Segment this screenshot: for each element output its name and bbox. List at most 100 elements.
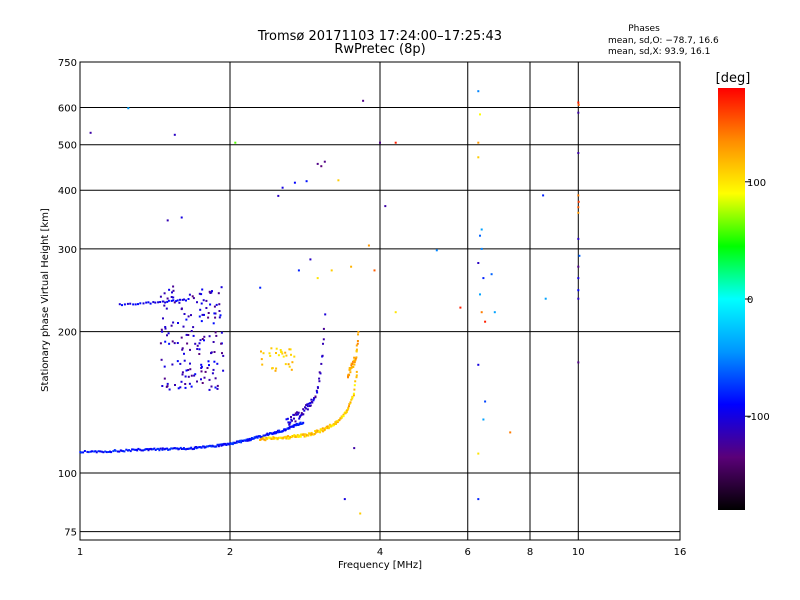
o-cloud-point	[183, 352, 185, 355]
o-cloud-point	[210, 291, 213, 294]
o-trace-point	[217, 445, 220, 448]
o-cloud-point	[168, 388, 171, 391]
o-cloud-point	[166, 334, 168, 337]
x-trace-point	[272, 438, 275, 440]
x-trace-point	[355, 370, 358, 373]
o-trace-point	[134, 448, 137, 451]
o-trace-point	[273, 432, 276, 435]
o-trace-point	[296, 422, 299, 425]
o-cloud-point	[201, 338, 204, 340]
o-trace-point	[217, 443, 220, 446]
o-cloud-point	[182, 325, 185, 328]
o-trace-point	[79, 451, 82, 454]
o-trace-point	[292, 413, 295, 416]
echo-point	[362, 99, 365, 102]
x-trace-point	[303, 435, 306, 438]
echo-point	[479, 113, 481, 116]
x-tick-label: 8	[527, 547, 533, 558]
x-trace-point	[326, 427, 329, 429]
x-trace-point	[357, 333, 359, 336]
o-trace-point	[299, 421, 302, 424]
x-trace-point	[289, 436, 292, 438]
o-cloud-point	[196, 380, 198, 383]
o-cloud-point	[214, 386, 217, 389]
x-trace-point	[352, 360, 355, 363]
o-cloud-point	[211, 290, 213, 293]
o-cloud-point	[200, 302, 203, 305]
o-trace-point	[235, 441, 238, 444]
o-cloud-point	[194, 373, 197, 376]
o-trace-point	[170, 447, 173, 450]
o-trace-point	[284, 428, 287, 431]
colorbar: [deg] 100 0 -100	[716, 71, 770, 510]
o-trace-point	[316, 391, 319, 394]
x-trace-point	[354, 380, 357, 383]
o-trace-point	[287, 421, 290, 424]
o-cloud-point	[200, 378, 202, 381]
o-trace-point	[220, 444, 223, 447]
o-cloud-point	[164, 326, 167, 328]
o-trace-point	[240, 439, 243, 442]
o-trace-point	[159, 447, 162, 450]
o-trace-point	[314, 395, 317, 398]
o-trace-point	[123, 450, 126, 453]
colorbar-ticks: 100 0 -100	[745, 178, 770, 423]
o-cloud-point	[176, 342, 179, 344]
x-trace-point	[351, 397, 354, 400]
o-ledge-point	[154, 301, 157, 304]
echo-point	[234, 141, 237, 144]
o-trace-point	[122, 450, 124, 453]
echo-point	[577, 103, 580, 106]
o-cloud-point	[185, 369, 188, 372]
o-trace-point	[234, 441, 237, 444]
o-cloud-point	[166, 297, 169, 300]
o-trace-point	[109, 450, 111, 453]
o-trace-point	[104, 450, 107, 453]
echo-point	[373, 269, 376, 272]
echo-point	[281, 186, 284, 189]
echo-point	[477, 141, 480, 144]
x-patch-point	[268, 352, 271, 355]
x-trace-point	[306, 434, 309, 437]
echo-point	[577, 361, 580, 364]
o-trace-point	[293, 413, 296, 416]
x-patch-point	[261, 363, 264, 366]
o-cloud-point	[160, 358, 163, 361]
o-cloud-point	[219, 314, 222, 317]
o-ledge-point	[167, 299, 170, 302]
o-trace-point	[202, 445, 205, 448]
o-trace-point	[93, 450, 96, 453]
o-trace-point	[238, 441, 241, 444]
o-trace-point	[255, 435, 258, 438]
o-cloud-point	[220, 286, 223, 289]
o-trace-point	[277, 431, 280, 434]
colorbar-ramp	[718, 88, 745, 510]
o-ledge-point	[170, 299, 173, 302]
x-patch-point	[262, 352, 265, 355]
o-trace-point	[225, 444, 228, 446]
o-trace-point	[309, 402, 312, 404]
x-trace-point	[332, 424, 335, 427]
x-trace-point	[260, 437, 263, 440]
x-tick-label: 16	[674, 547, 687, 558]
chart-title: Tromsø 20171103 17:24:00–17:25:43	[257, 29, 502, 44]
o-trace-point	[263, 434, 266, 437]
x-trace-point	[353, 388, 356, 391]
o-ledge-point	[157, 301, 160, 304]
o-cloud-point	[207, 312, 210, 314]
echo-point	[305, 180, 308, 183]
x-trace-point	[282, 436, 285, 439]
colorbar-tick-label: 100	[747, 178, 766, 189]
o-cloud-point	[172, 321, 175, 324]
x-patch-point	[284, 363, 287, 366]
o-cloud-point	[186, 342, 189, 345]
o-trace-point	[139, 448, 142, 451]
o-cloud-point	[201, 382, 204, 384]
o-cloud-point	[161, 385, 164, 387]
x-trace-point	[311, 433, 314, 436]
echo-point	[577, 111, 580, 114]
o-trace-point	[229, 442, 232, 445]
x-trace-point	[357, 330, 360, 333]
o-trace-point	[102, 451, 105, 454]
echo-point	[297, 269, 300, 272]
